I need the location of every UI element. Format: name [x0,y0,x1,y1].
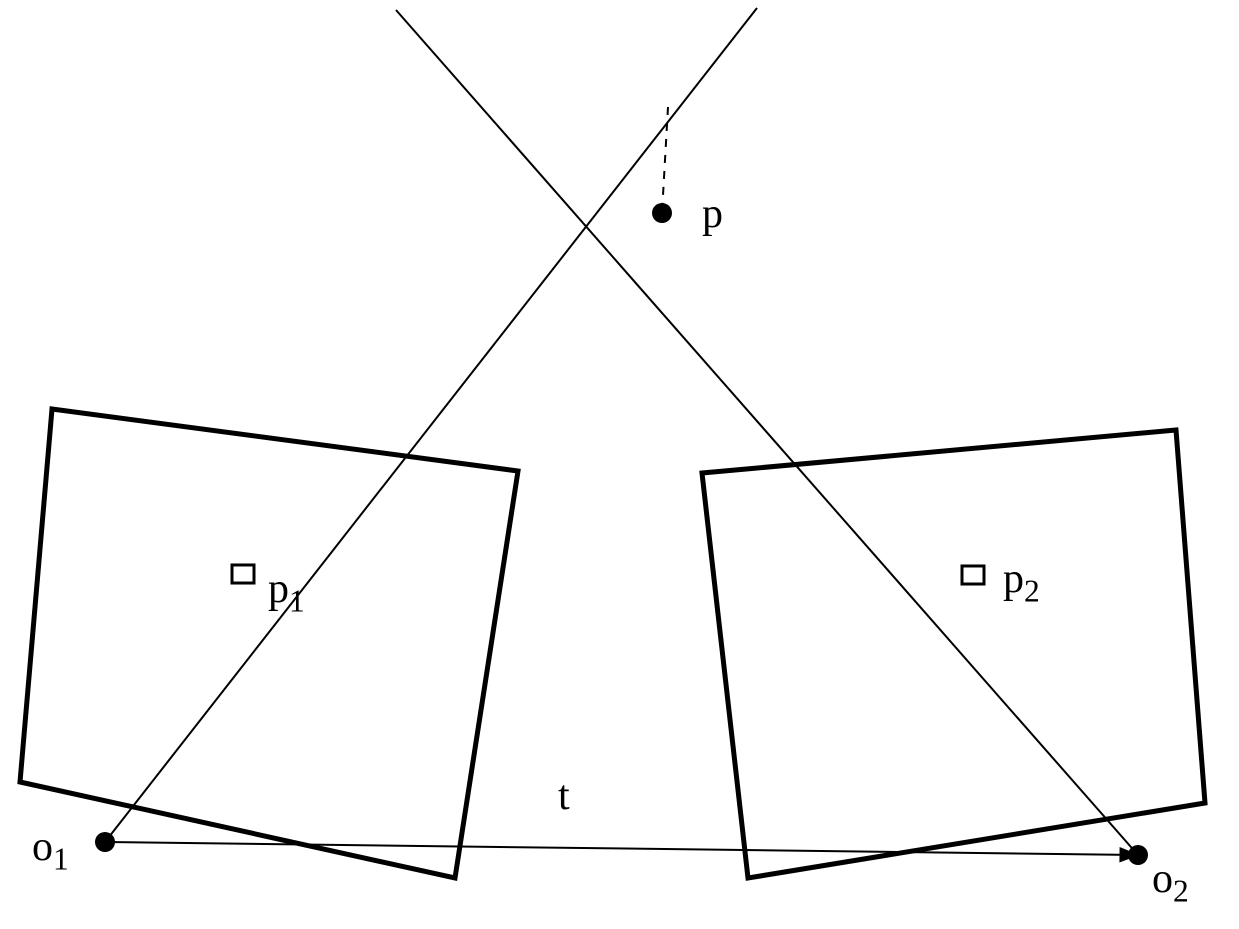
label-o1-base: o [32,824,53,870]
label-o2-base: o [1152,856,1173,902]
label-p2: p2 [1003,555,1040,609]
ray-o1 [105,8,757,842]
baseline-t [105,842,1138,855]
point-p1-marker [232,565,254,583]
label-o1: o1 [32,823,69,877]
point-o2 [1128,845,1148,865]
stereo-triangulation-diagram [0,0,1239,924]
label-o2-sub: 2 [1173,873,1189,908]
point-p2-marker [962,566,984,584]
label-p1: p1 [268,565,305,619]
image-plane-2 [702,430,1205,878]
label-o1-sub: 1 [53,841,69,876]
image-plane-1 [20,409,518,878]
label-p: p [702,190,723,238]
point-o1 [95,832,115,852]
point-p [652,203,672,223]
label-p2-base: p [1003,556,1024,602]
label-p1-sub: 1 [289,583,305,618]
label-t: t [558,772,570,820]
label-o2: o2 [1152,855,1189,909]
label-p1-base: p [268,566,289,612]
label-p2-sub: 2 [1024,573,1040,608]
ray-o2 [396,10,1138,855]
